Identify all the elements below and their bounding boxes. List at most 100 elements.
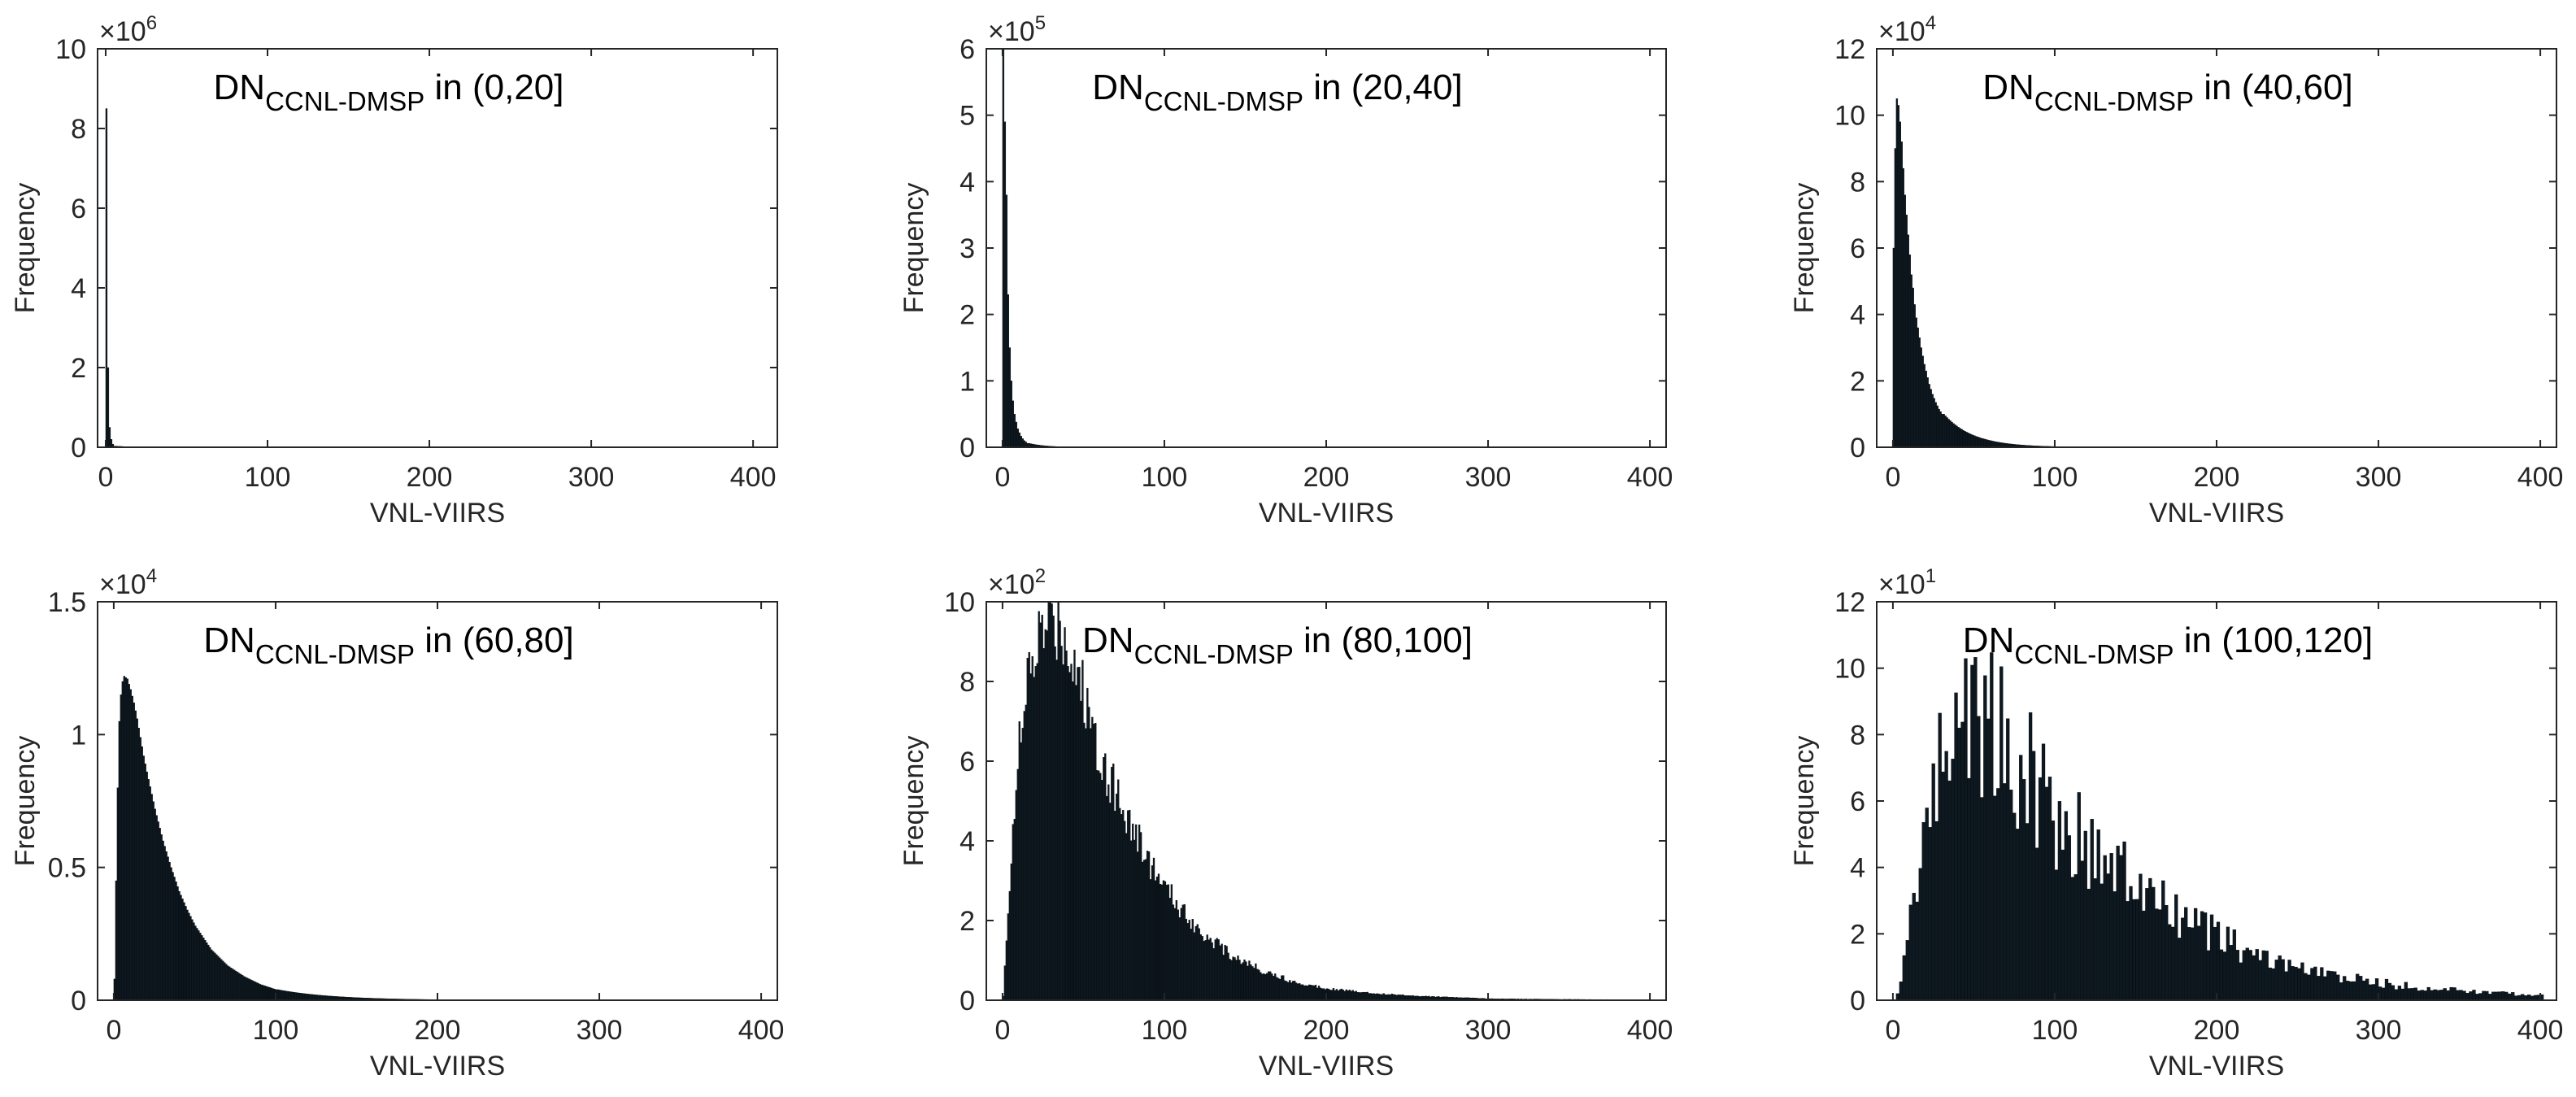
- histogram-bar: [2278, 955, 2282, 1001]
- histogram-bar: [1096, 770, 1099, 1001]
- histogram-bar: [1098, 770, 1100, 1001]
- y-tick-label: 4: [959, 826, 975, 857]
- histogram-bar: [2504, 991, 2509, 1001]
- histogram-bar: [1972, 434, 1974, 448]
- histogram-bar: [1308, 984, 1311, 1001]
- histogram-bar: [1073, 649, 1076, 1001]
- histogram-bar: [2178, 938, 2182, 1001]
- histogram-bar: [1203, 941, 1205, 1001]
- histogram-bar: [2181, 917, 2185, 1001]
- x-tick-label: 400: [2517, 462, 2564, 493]
- histogram-bar: [2090, 819, 2094, 1001]
- histogram-bar: [2255, 949, 2259, 1001]
- histogram-bar: [2443, 988, 2447, 1001]
- x-tick-label: 100: [1142, 1015, 1188, 1046]
- histogram-bar: [2187, 927, 2191, 1001]
- histogram-bar: [1046, 630, 1048, 1001]
- histogram-bar: [1142, 860, 1146, 1001]
- histogram-bar: [1099, 773, 1102, 1001]
- histogram-bar: [259, 984, 262, 1001]
- histogram-bar: [1894, 148, 1897, 448]
- histogram-bar: [1222, 955, 1225, 1001]
- x-tick-label: 300: [1465, 462, 1512, 493]
- histogram-bar: [191, 919, 194, 1001]
- histogram-bar: [1316, 987, 1319, 1001]
- histogram-bar: [1980, 797, 1984, 1001]
- histogram-bar: [2521, 994, 2525, 1001]
- histogram-bar: [1227, 952, 1229, 1001]
- y-tick-label: 0: [1850, 433, 1865, 464]
- histogram-bar: [1090, 728, 1092, 1001]
- title-main: DN: [214, 67, 266, 107]
- histogram-bar: [293, 992, 295, 1001]
- histogram-bar: [1251, 966, 1254, 1001]
- x-tick-label: 100: [1142, 462, 1188, 493]
- histogram-bar: [301, 993, 303, 1001]
- histogram-bar: [1991, 441, 1994, 448]
- histogram-bar: [131, 695, 133, 1001]
- histogram-bar: [1912, 892, 1916, 1001]
- histogram-bar: [1303, 985, 1306, 1001]
- histogram-bar: [1041, 615, 1043, 1001]
- histogram-bar: [2252, 955, 2256, 1001]
- histogram-bar: [2158, 909, 2162, 1001]
- y-tick-label: 6: [959, 747, 975, 777]
- title-main: DN: [1982, 67, 2034, 107]
- y-tick-label: 4: [1850, 300, 1865, 331]
- histogram-bar: [2129, 886, 2133, 1001]
- histogram-bar: [107, 367, 110, 448]
- x-tick-label: 200: [1303, 1015, 1350, 1046]
- histogram-bar: [288, 991, 291, 1001]
- histogram-bar: [233, 969, 236, 1001]
- histogram-bar: [1104, 753, 1107, 1001]
- histogram-bar: [1023, 440, 1025, 448]
- histogram-bar: [2439, 990, 2443, 1001]
- histogram-bar: [1930, 389, 1932, 448]
- histogram-bar: [2106, 873, 2110, 1001]
- histogram-bar: [1256, 969, 1259, 1001]
- histogram-bar: [1136, 851, 1139, 1001]
- histogram-bar: [1964, 658, 1968, 1001]
- title-prefix: in: [1303, 67, 1351, 107]
- histogram-bar: [2391, 985, 2395, 1001]
- histogram-bar: [2103, 855, 2107, 1001]
- histogram-bar: [2291, 966, 2295, 1001]
- histogram-bar: [1939, 411, 1942, 448]
- histogram-bar: [173, 877, 176, 1001]
- histogram-bar: [2155, 908, 2159, 1001]
- histogram-bar: [2132, 899, 2136, 1001]
- histogram-bar: [1295, 982, 1298, 1001]
- histogram-bar: [1248, 960, 1251, 1001]
- histogram-bar: [311, 994, 313, 1001]
- histogram-bar: [2184, 907, 2188, 1001]
- histogram-bar: [1377, 993, 1380, 1001]
- histogram-bar: [1348, 990, 1351, 1001]
- x-tick-label: 400: [738, 1015, 785, 1046]
- histogram-bar: [196, 928, 198, 1001]
- histogram-bar: [260, 984, 263, 1001]
- x-tick-label: 0: [106, 1015, 121, 1046]
- histogram-bar: [1954, 692, 1958, 1001]
- multiplier-base: ×10: [988, 16, 1035, 47]
- histogram-bar: [257, 983, 260, 1001]
- histogram-bar: [201, 935, 203, 1001]
- histogram-bar: [2495, 991, 2499, 1001]
- histogram-bar: [2073, 874, 2078, 1001]
- histogram-bar: [1347, 990, 1350, 1001]
- histogram-bar: [1920, 347, 1922, 448]
- histogram-bar: [1933, 398, 1935, 448]
- y-tick-label: 6: [71, 194, 86, 224]
- histogram-bar: [2482, 990, 2486, 1001]
- histogram-bar: [296, 992, 298, 1001]
- histogram-bar: [2028, 712, 2033, 1001]
- histogram-bar: [1245, 961, 1247, 1001]
- histogram-bar: [176, 886, 179, 1001]
- histogram-bar: [1138, 824, 1141, 1001]
- histogram-bar: [1088, 707, 1090, 1001]
- histogram-bar: [2359, 976, 2363, 1001]
- histogram-bar: [2242, 950, 2246, 1001]
- histogram-bar: [281, 990, 285, 1001]
- panel-title: DNCCNL-DMSP in (100,120]: [1963, 620, 2373, 669]
- histogram-panel-1: 0 100 200 300 4000246810×106VNL-VIIRSFrequen…: [10, 12, 778, 529]
- histogram-panel-6: 0 100 200 300 400 0 2 4 6 8 10 12 ×101 VNL-VIIRS Frequ…: [1789, 565, 2563, 1082]
